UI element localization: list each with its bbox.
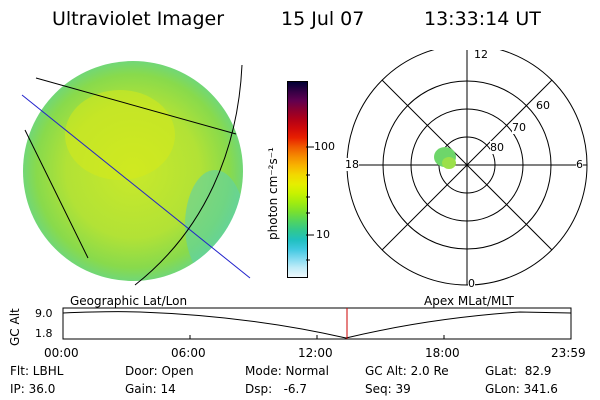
time-label: 13:33:14 UT <box>424 8 541 30</box>
status-ip: IP: 36.0 <box>10 382 56 396</box>
status-glon: GLon: 341.6 <box>485 382 558 396</box>
status-flt: Flt: LBHL <box>10 364 64 378</box>
timeline-tick-0: 00:00 <box>44 346 79 360</box>
colorbar-tick-100: 100 <box>314 140 335 153</box>
instrument-title: Ultraviolet Imager <box>52 8 225 30</box>
polar-label-12: 12 <box>474 48 488 61</box>
polar-label-60: 60 <box>536 99 550 112</box>
latitude-curve <box>134 64 243 286</box>
timeline-right-title: Apex MLat/MLT <box>424 294 514 308</box>
status-gc-alt: GC Alt: 2.0 Re <box>365 364 449 378</box>
polar-label-70: 70 <box>512 121 526 134</box>
aurora-blob-core <box>442 157 456 169</box>
status-mode: Mode: Normal <box>245 364 329 378</box>
terminator-line <box>35 77 237 135</box>
status-glat: GLat: 82.9 <box>485 364 552 378</box>
polar-label-18: 18 <box>345 158 359 171</box>
colorbar-ticks <box>306 146 314 261</box>
timeline-y-bottom: 1.8 <box>35 327 53 340</box>
polar-label-6: 6 <box>576 158 583 171</box>
timeline-tick-3: 18:00 <box>425 346 460 360</box>
date-label: 15 Jul 07 <box>281 8 365 30</box>
status-door: Door: Open <box>125 364 194 378</box>
timeline-tick-2: 12:00 <box>298 346 333 360</box>
status-seq: Seq: 39 <box>365 382 411 396</box>
colorbar-gradient <box>288 82 307 277</box>
polar-label-0: 0 <box>468 277 475 290</box>
polar-label-80: 80 <box>490 141 504 154</box>
timeline-y-top: 9.0 <box>35 307 53 320</box>
timeline-tick-1: 06:00 <box>171 346 206 360</box>
timeline-tick-4: 23:59 <box>551 346 586 360</box>
meridian-line <box>24 129 89 259</box>
polar-diagonal-2 <box>381 79 553 251</box>
colorbar-tick-10: 10 <box>316 228 330 241</box>
altitude-curve <box>62 311 572 339</box>
disk-bright-region <box>65 90 175 180</box>
timeline-frame <box>62 307 572 340</box>
status-gain: Gain: 14 <box>125 382 176 396</box>
status-dsp: Dsp: -6.7 <box>245 382 308 396</box>
colorbar <box>287 81 308 278</box>
timeline-left-title: Geographic Lat/Lon <box>70 294 188 308</box>
orbit-track-line <box>21 94 251 279</box>
